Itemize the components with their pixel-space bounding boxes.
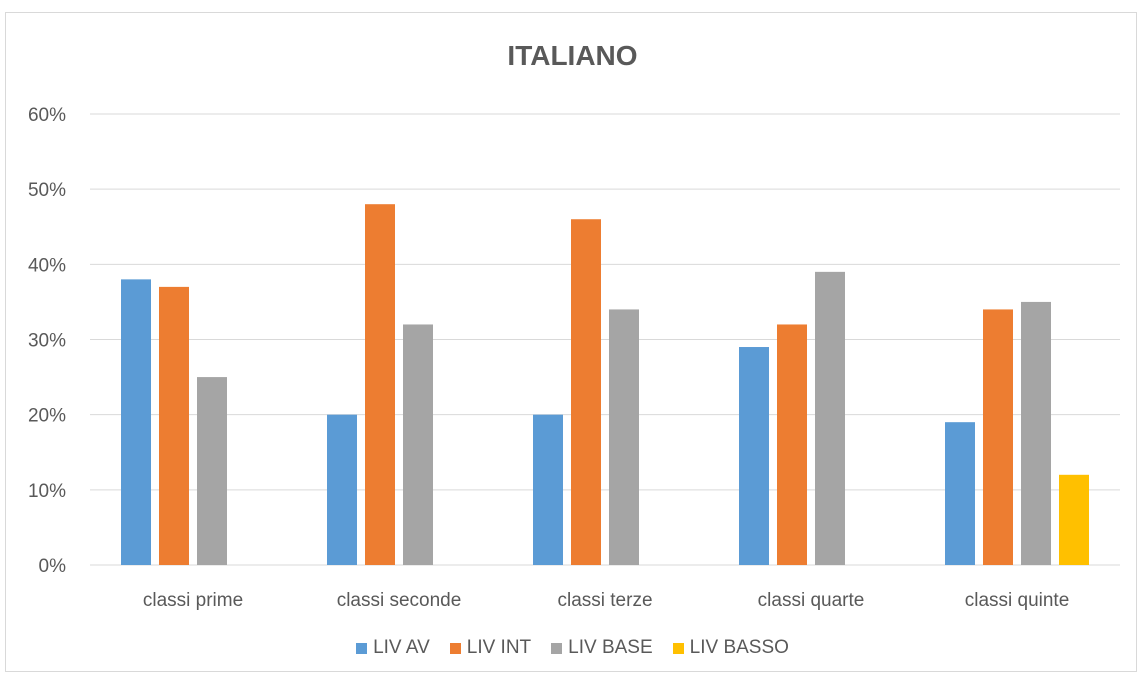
bar	[777, 324, 807, 565]
legend-swatch	[356, 642, 368, 654]
y-tick-label: 50%	[28, 180, 66, 201]
y-tick-label: 30%	[28, 331, 66, 352]
x-tick-label: classi seconde	[337, 590, 462, 611]
y-tick-label: 20%	[28, 406, 66, 427]
legend-swatch	[551, 642, 563, 654]
bar	[983, 309, 1013, 565]
bar	[197, 377, 227, 565]
legend-item: LIV INT	[449, 637, 532, 659]
x-tick-label: classi prime	[143, 590, 243, 611]
legend-label: LIV AV	[373, 637, 430, 658]
bar	[945, 422, 975, 565]
legend-swatch	[672, 642, 684, 654]
bar	[571, 219, 601, 565]
y-tick-label: 10%	[28, 481, 66, 502]
y-tick-label: 0%	[39, 556, 67, 577]
bar	[403, 324, 433, 565]
chart-title: ITALIANO	[507, 40, 638, 71]
bar	[739, 347, 769, 565]
bar	[365, 204, 395, 565]
bar	[609, 309, 639, 565]
bar	[159, 286, 189, 565]
x-tick-label: classi terze	[557, 590, 652, 611]
legend-label: LIV BASSO	[689, 637, 789, 658]
x-tick-label: classi quarte	[758, 590, 865, 611]
x-tick-label: classi quinte	[965, 590, 1070, 611]
bar	[121, 279, 151, 565]
legend-swatch	[449, 642, 461, 654]
y-tick-label: 40%	[28, 255, 66, 276]
legend-item: LIV BASE	[551, 637, 653, 659]
legend-item: LIV AV	[356, 637, 430, 659]
chart-legend: LIV AV LIV INT LIV BASE LIV BASSO	[0, 637, 1145, 659]
bar	[815, 271, 845, 565]
bar	[533, 414, 563, 565]
legend-item: LIV BASSO	[672, 637, 789, 659]
bar	[327, 414, 357, 565]
bar	[1059, 474, 1089, 565]
y-tick-label: 60%	[28, 105, 66, 126]
bar	[1021, 301, 1051, 565]
legend-label: LIV INT	[466, 637, 532, 658]
legend-label: LIV BASE	[568, 637, 653, 658]
